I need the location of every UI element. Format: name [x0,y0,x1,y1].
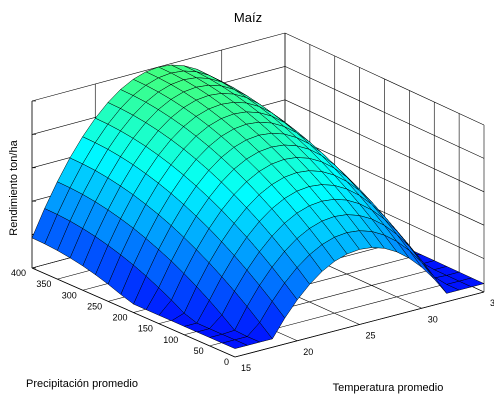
x-tick-label: 25 [366,331,376,341]
x-tick-label: 30 [428,314,438,324]
y-tick-label: 200 [112,313,127,323]
wall-grid-line [284,132,485,226]
y-tick-label: 150 [138,324,153,334]
wall-grid-line [284,99,485,193]
wall-grid-line [284,66,485,159]
y-tick-label: 300 [62,290,77,300]
y-tick-label: 0 [224,357,229,367]
chart-title: Maíz [234,10,262,25]
y-tick-label: 400 [11,268,26,278]
y-tick-label: 250 [87,301,102,311]
tick-labels: 1520253035050100150200250300350400 [11,268,494,373]
floor-edge [234,291,485,358]
surface-mesh [31,64,485,349]
z-axis-label: Rendimiento ton/ha [8,139,20,235]
surface-patch [221,339,249,349]
x-tick-label: 15 [241,363,251,373]
y-axis-label: Precipitación promedio [26,378,138,390]
y-tick-label: 50 [194,346,204,356]
floor-edge [31,267,236,358]
y-tick-label: 350 [36,279,51,289]
y-tick-label: 100 [163,335,178,345]
x-tick-label: 20 [303,347,313,357]
x-tick-label: 35 [490,298,494,308]
wall-grid-line [284,32,485,126]
x-axis-label: Temperatura promedio [333,382,444,394]
